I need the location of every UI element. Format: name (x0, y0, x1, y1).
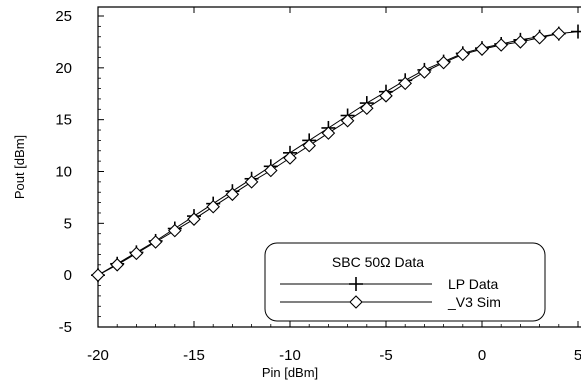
data-point-diamond (340, 113, 355, 128)
y-tick-label: -5 (59, 319, 72, 336)
legend-marker-diamond (349, 295, 363, 309)
data-point-diamond (379, 89, 393, 103)
y-tick-label: 25 (55, 8, 72, 25)
x-axis-label: Pin [dBm] (262, 365, 318, 380)
legend-marker-plus (349, 277, 363, 291)
data-point-diamond (494, 38, 508, 52)
data-point-diamond (148, 235, 163, 249)
data-point-diamond (552, 26, 566, 41)
data-point-diamond (398, 76, 412, 91)
x-tick-label: -10 (279, 347, 301, 364)
legend-entry-sim: _V3 Sim (447, 294, 501, 310)
data-point-diamond (225, 187, 240, 202)
data-point-diamond (321, 126, 336, 140)
data-point-diamond (360, 101, 374, 116)
plot-frame (97, 6, 581, 328)
data-point-diamond (187, 212, 201, 226)
data-point-diamond (513, 35, 528, 49)
data-point-diamond (168, 223, 182, 238)
series-line-lp-data (97, 31, 579, 276)
series-line-v3-sim (97, 33, 559, 276)
data-point-diamond (129, 246, 144, 261)
legend-entry-lp: LP Data (448, 276, 499, 292)
x-tick-label: -20 (87, 347, 109, 364)
y-tick-label: 15 (55, 112, 72, 129)
data-point-diamond (206, 199, 220, 214)
x-tick-label: -5 (379, 347, 392, 364)
y-tick-label: 5 (64, 215, 72, 232)
y-tick-label: 0 (64, 267, 72, 284)
data-point-diamond (283, 151, 297, 165)
data-point-diamond (110, 258, 124, 272)
x-tick-label: 5 (574, 347, 581, 364)
legend: SBC 50Ω Data LP Data _V3 Sim (264, 242, 546, 322)
data-point-diamond (264, 163, 278, 178)
data-point-diamond (91, 268, 105, 282)
data-point-diamond (244, 175, 259, 189)
y-tick-label: 10 (55, 164, 72, 181)
data-point-diamond (475, 42, 489, 56)
data-point-diamond (417, 65, 432, 79)
data-point-diamond (436, 55, 451, 70)
data-point-plus (571, 24, 581, 39)
x-tick-label: 0 (478, 347, 486, 364)
legend-title: SBC 50Ω Data (332, 254, 424, 270)
x-tick-label: -15 (183, 347, 205, 364)
y-tick-label: 20 (55, 60, 72, 77)
data-point-diamond (456, 47, 470, 62)
y-axis-label: Pout [dBm] (12, 135, 27, 199)
data-point-diamond (302, 138, 316, 153)
data-point-diamond (532, 30, 547, 45)
